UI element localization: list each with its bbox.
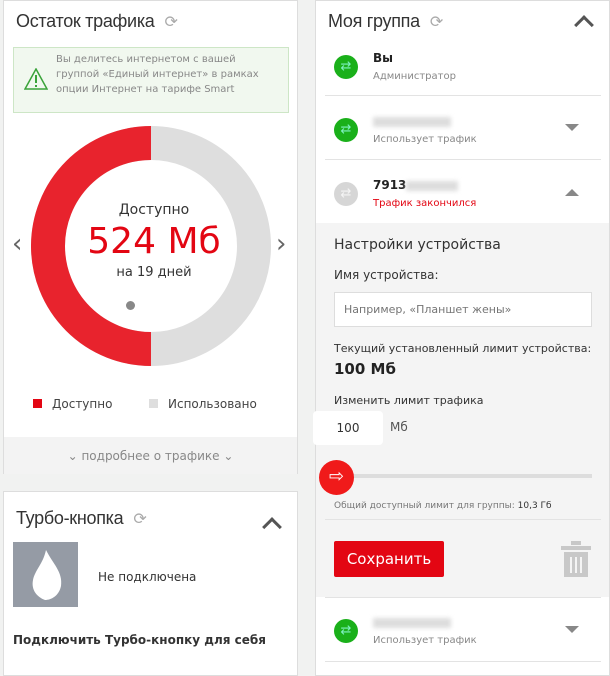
turbo-panel: Турбо-кнопка ⟳ Не подключена Подключить … [3,491,298,676]
save-button[interactable]: Сохранить [334,541,444,577]
group-notice: Вы делитесь интернетом с вашей группой «… [13,47,289,113]
legend-used: Использовано [149,397,257,411]
member-status: Трафик закончился [373,198,477,209]
available-amount: 524 Мб [87,221,221,262]
member-row[interactable]: ⇄ 7913 Трафик закончился [316,161,609,224]
available-label: Доступно [118,202,190,218]
group-title: Моя группа [328,11,420,31]
limit-value-input[interactable]: 100 [313,411,383,445]
collapse-icon[interactable] [574,15,594,35]
member-name [373,615,451,629]
share-icon: ⇄ [334,55,358,79]
collapse-icon[interactable] [262,517,282,537]
flame-icon [13,542,78,607]
device-name-label: Имя устройства: [334,268,439,282]
prev-arrow[interactable]: ‹ [12,229,23,259]
member-row[interactable]: ⇄ Использует трафик [316,598,609,661]
member-name: Вы [373,51,393,65]
available-arc [31,126,152,366]
trash-icon[interactable] [561,541,591,577]
limit-unit: Мб [390,420,408,434]
current-limit-label: Текущий установленный лимит устройства: [334,342,592,355]
traffic-donut [31,126,271,366]
turbo-title: Турбо-кнопка [16,508,124,528]
member-status: Использует трафик [373,635,477,646]
current-limit-value: 100 Мб [334,360,396,378]
pager-dot[interactable] [126,301,135,310]
traffic-title: Остаток трафика [16,11,155,31]
turbo-status: Не подключена [98,570,197,584]
member-status: Администратор [373,71,456,82]
member-row[interactable]: ⇄ Использует трафик [316,97,609,160]
next-arrow[interactable]: › [276,229,287,259]
settings-title: Настройки устройства [334,237,501,253]
member-status: Использует трафик [373,134,477,145]
device-settings: Настройки устройства Имя устройства: Тек… [313,223,609,597]
limit-slider-track[interactable] [334,474,592,478]
share-icon: ⇄ [334,118,358,142]
refresh-icon[interactable]: ⟳ [429,12,444,31]
share-icon: ⇄ [334,182,358,206]
traffic-panel: Остаток трафика ⟳ Вы делитесь интернетом… [3,0,298,474]
expand-icon[interactable] [565,626,579,633]
member-name: 7913 [373,178,459,192]
turbo-connect-title[interactable]: Подключить Турбо-кнопку для себя [13,633,266,647]
warning-icon [24,68,48,90]
member-row[interactable]: ⇄ Вы Администратор [316,34,609,97]
group-panel: Моя группа ⟳ ⇄ Вы Администратор ⇄ Исполь… [313,0,610,676]
refresh-icon[interactable]: ⟳ [164,12,178,31]
share-icon: ⇄ [334,619,358,643]
device-name-input[interactable] [334,292,592,327]
legend-available: Доступно [33,397,112,411]
member-name [373,114,451,128]
expand-icon[interactable] [565,124,579,131]
days-left: на 19 дней [116,265,192,280]
notice-text: Вы делитесь интернетом с вашей группой «… [56,54,259,95]
change-limit-label: Изменить лимит трафика [334,394,484,407]
limit-slider-handle[interactable]: ⇨ [319,460,354,495]
collapse-icon[interactable] [565,189,579,196]
more-traffic-link[interactable]: ⌄ подробнее о трафике ⌄ [4,437,297,474]
refresh-icon[interactable]: ⟳ [133,509,147,528]
group-limit: Общий доступный лимит для группы: 10,3 Г… [334,501,552,511]
